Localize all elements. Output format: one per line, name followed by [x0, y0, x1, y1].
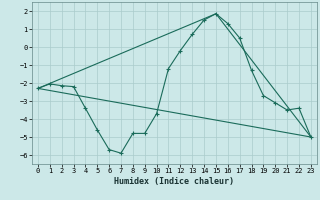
X-axis label: Humidex (Indice chaleur): Humidex (Indice chaleur) [115, 177, 234, 186]
